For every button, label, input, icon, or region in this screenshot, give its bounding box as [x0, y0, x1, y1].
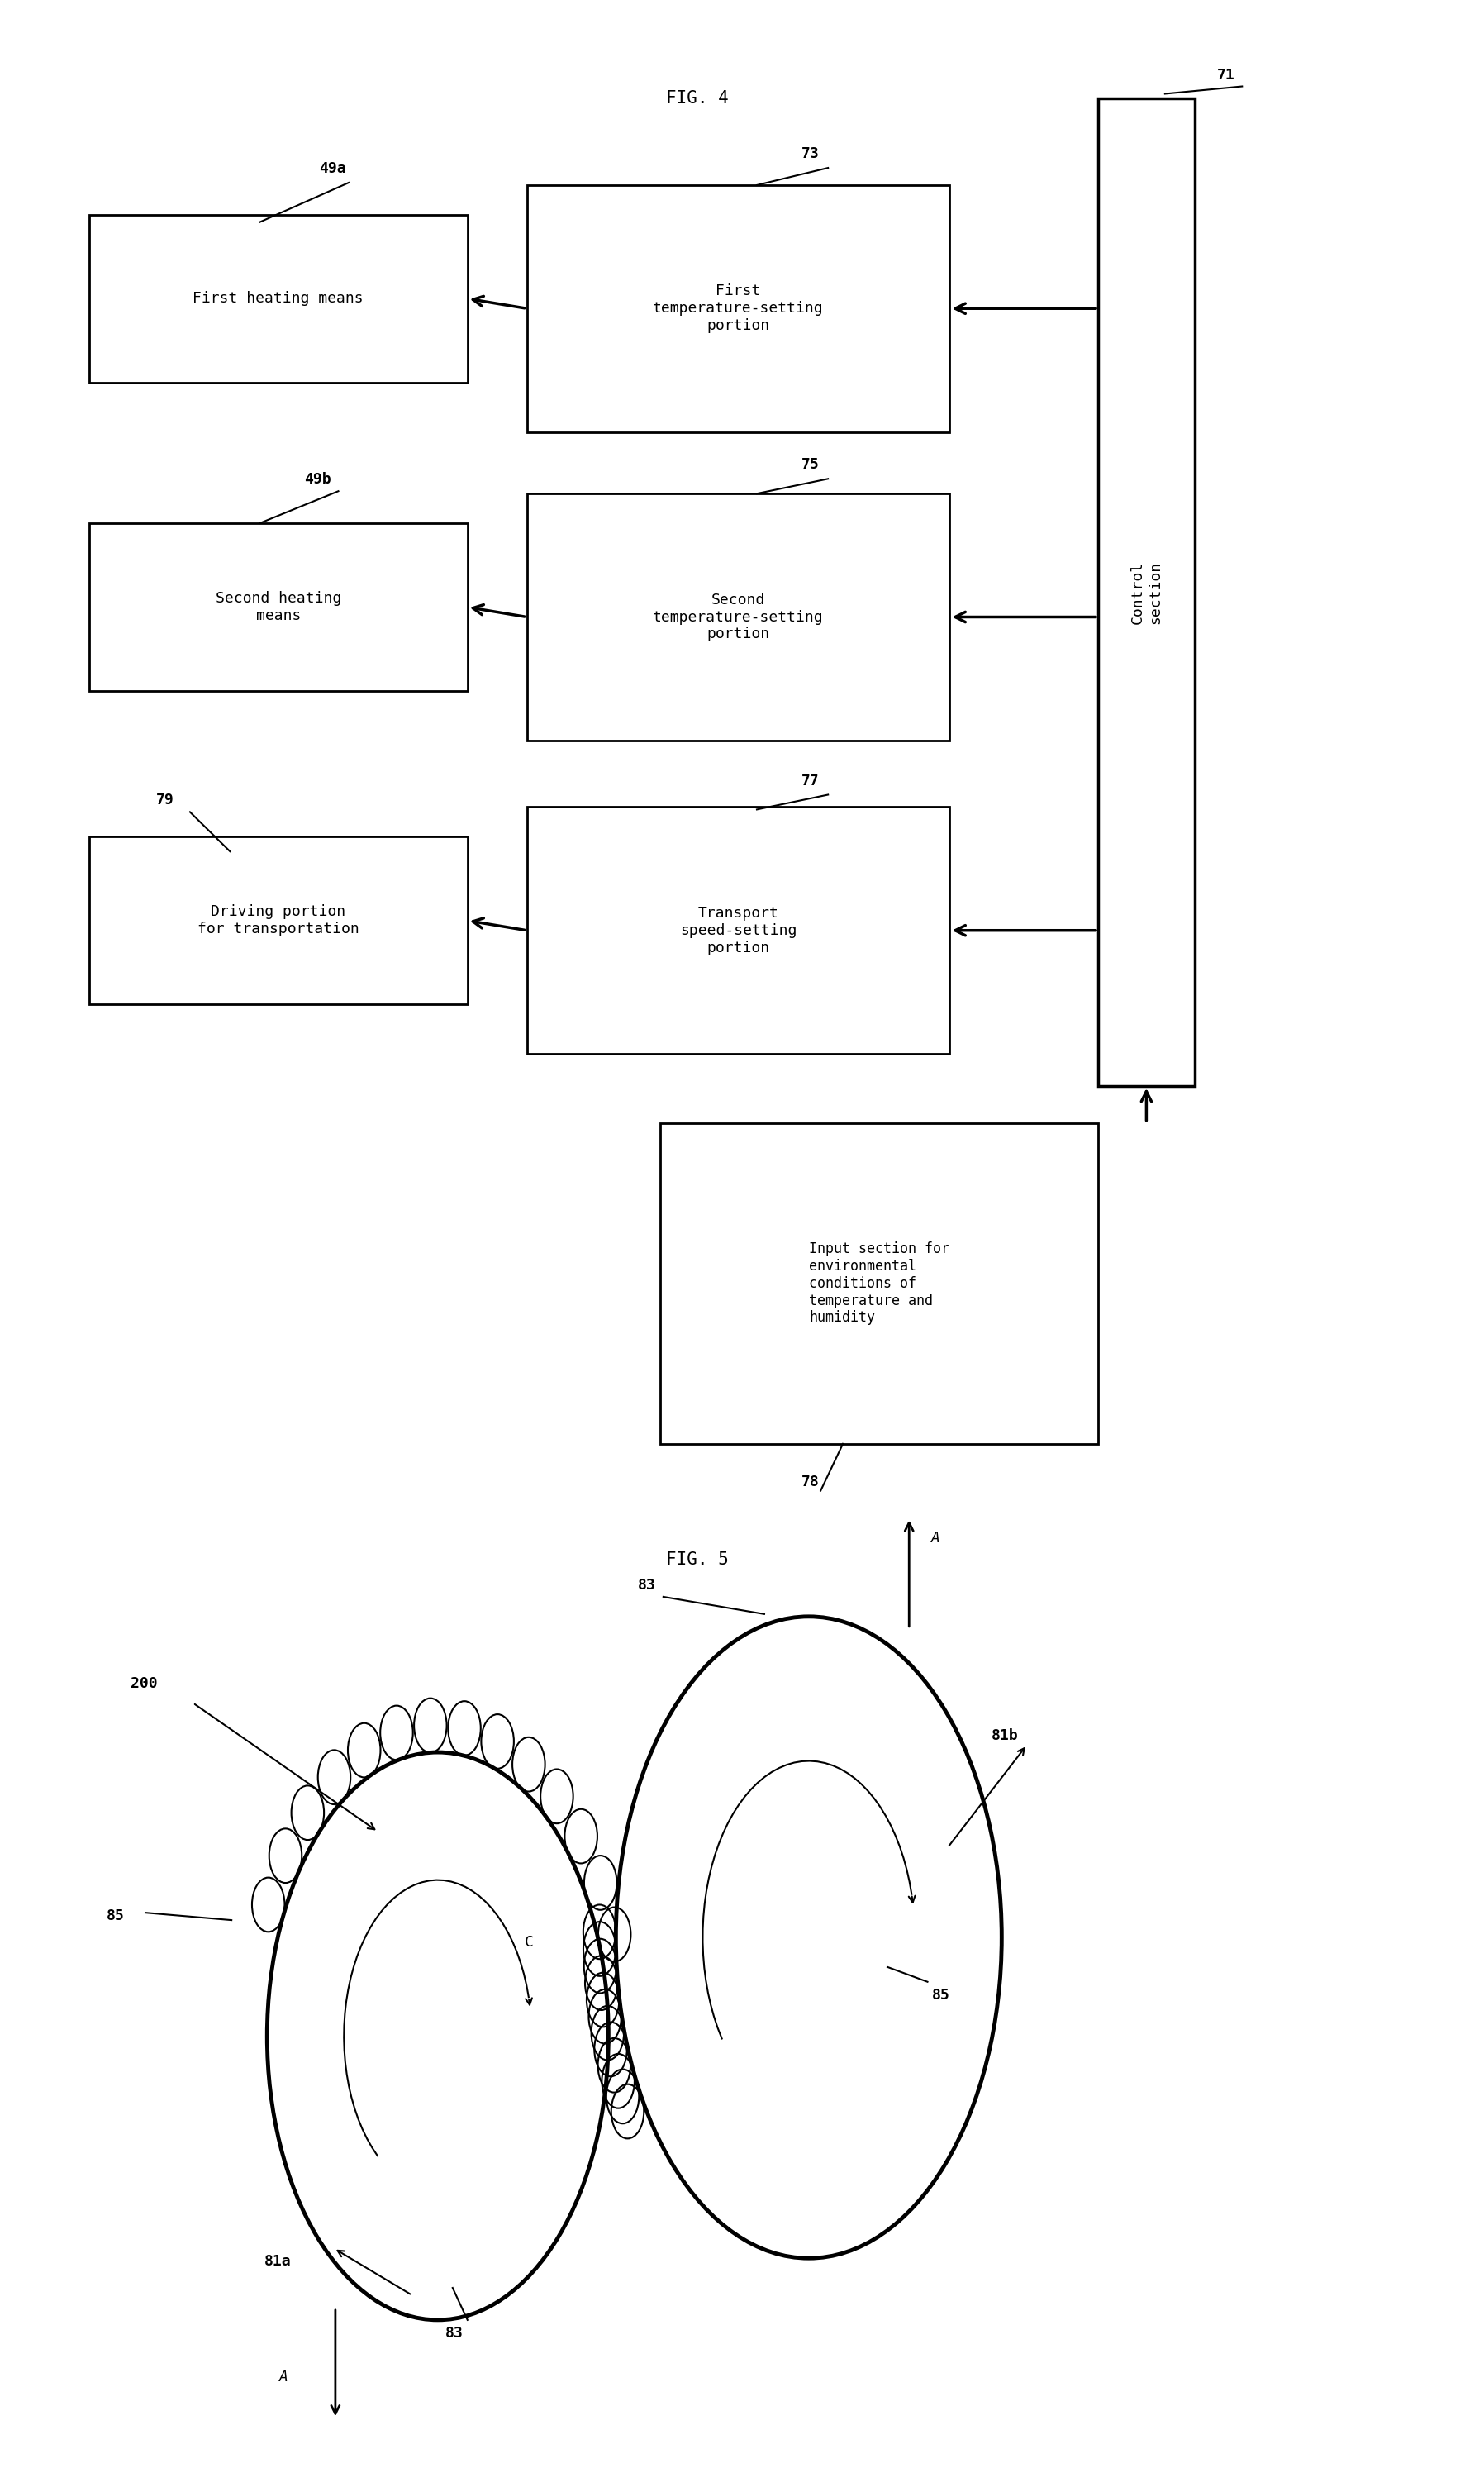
Text: 75: 75: [801, 457, 819, 471]
Bar: [527, 185, 950, 432]
Text: 85: 85: [932, 1987, 950, 2002]
Text: First heating means: First heating means: [193, 291, 364, 306]
Text: C: C: [525, 1935, 534, 1950]
Text: 81a: 81a: [264, 2253, 291, 2268]
Text: Input section for
environmental
conditions of
temperature and
humidity: Input section for environmental conditio…: [809, 1241, 950, 1325]
Text: A: A: [279, 2369, 288, 2384]
Text: FIG. 4: FIG. 4: [666, 91, 729, 106]
Text: A: A: [932, 1530, 941, 1545]
Text: 77: 77: [801, 772, 819, 787]
Text: 85: 85: [107, 1908, 125, 1923]
Text: 79: 79: [156, 792, 174, 807]
Text: Second
temperature-setting
portion: Second temperature-setting portion: [653, 592, 824, 642]
Text: FIG. 5: FIG. 5: [666, 1552, 729, 1567]
Text: Second heating
means: Second heating means: [215, 592, 341, 622]
Bar: [660, 1123, 1098, 1444]
Bar: [89, 837, 467, 1004]
Text: Transport
speed-setting
portion: Transport speed-setting portion: [680, 906, 797, 955]
Bar: [527, 807, 950, 1054]
Text: 81b: 81b: [991, 1728, 1018, 1742]
Text: 49a: 49a: [319, 160, 346, 175]
Text: 73: 73: [801, 146, 819, 160]
Text: 49b: 49b: [304, 471, 331, 486]
Bar: [89, 215, 467, 383]
Bar: [527, 494, 950, 740]
Text: 71: 71: [1217, 67, 1235, 81]
Text: 78: 78: [801, 1473, 819, 1488]
Text: First
temperature-setting
portion: First temperature-setting portion: [653, 284, 824, 333]
Text: Control
section: Control section: [1131, 560, 1162, 624]
Text: 83: 83: [445, 2325, 463, 2340]
Bar: [89, 523, 467, 691]
Text: 200: 200: [131, 1676, 157, 1691]
Bar: [1098, 99, 1195, 1086]
Text: 83: 83: [638, 1577, 656, 1592]
Text: Driving portion
for transportation: Driving portion for transportation: [197, 906, 359, 935]
